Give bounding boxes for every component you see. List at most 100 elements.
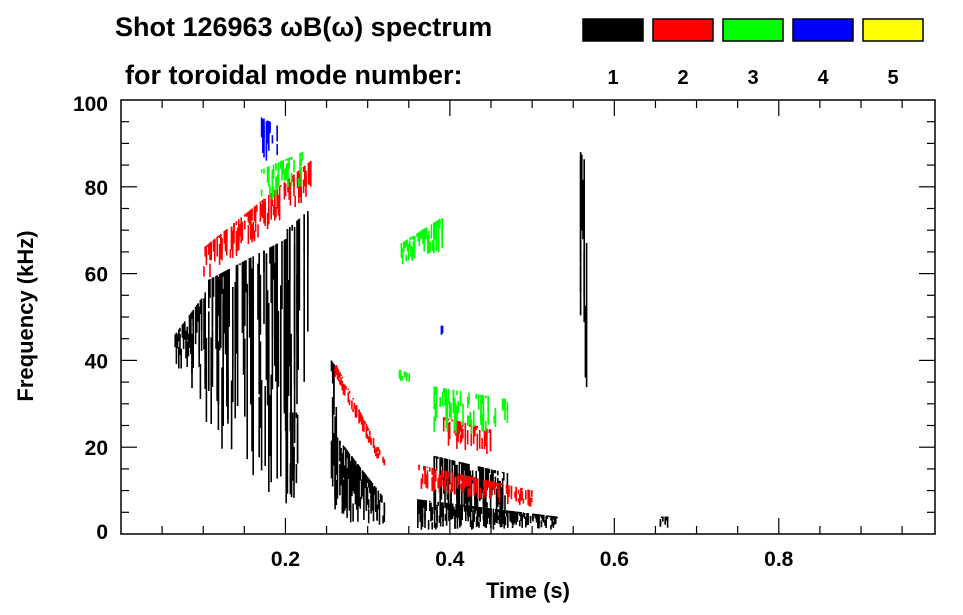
spectral-mark [533, 513, 535, 516]
spectral-mark [468, 392, 470, 405]
spectral-mark [286, 158, 288, 161]
spectral-mark [398, 369, 401, 376]
spectral-mark [405, 240, 407, 247]
spectral-mark [487, 468, 489, 487]
spectral-mark [270, 246, 272, 257]
spectral-mark [204, 246, 206, 257]
spectral-mark [185, 330, 187, 359]
spectral-mark [403, 247, 405, 252]
spectral-mark [203, 298, 205, 350]
spectral-mark [468, 489, 471, 495]
spectral-mark [422, 229, 424, 245]
spectral-mark [439, 218, 441, 224]
spectral-mark [489, 481, 491, 495]
spectral-mark [472, 506, 474, 509]
spectral-mark [424, 512, 426, 528]
spectral-mark [521, 488, 523, 490]
spectral-mark [372, 494, 375, 509]
mode-3-feature [398, 369, 410, 382]
spectral-mark [220, 233, 222, 248]
legend: 1 2 3 4 5 [582, 18, 924, 89]
spectral-mark [259, 274, 262, 335]
spectral-mark [370, 438, 372, 446]
spectral-mark [473, 481, 475, 496]
spectral-mark [235, 221, 238, 225]
spectral-mark [266, 120, 269, 144]
spectral-mark [296, 273, 298, 405]
spectral-mark [210, 243, 212, 261]
spectral-mark [367, 509, 370, 524]
spectral-mark [205, 337, 208, 422]
spectral-mark [205, 249, 208, 265]
spectral-mark [244, 338, 246, 417]
spectral-mark [436, 504, 438, 514]
spectral-mark [335, 436, 338, 451]
spectral-mark [438, 474, 441, 493]
spectral-mark [235, 265, 238, 305]
spectral-mark [437, 456, 439, 459]
spectral-mark [276, 175, 278, 190]
spectral-mark [200, 298, 203, 351]
spectral-mark [196, 310, 198, 333]
spectral-mark [472, 510, 474, 529]
spectral-mark [489, 491, 491, 499]
spectral-mark [197, 303, 199, 317]
spectral-mark [263, 126, 265, 158]
spectral-mark [365, 426, 368, 438]
spectral-mark [297, 219, 299, 370]
spectral-mark [510, 510, 513, 515]
spectral-mark [519, 494, 521, 505]
spectral-mark [447, 418, 450, 421]
spectral-mark [483, 491, 485, 498]
spectral-mark [274, 190, 276, 204]
mode-3-feature [433, 386, 509, 434]
y-tick-label: 100 [73, 93, 108, 116]
spectrogram-marks [174, 117, 669, 530]
spectral-mark [543, 518, 545, 523]
spectral-mark [426, 474, 429, 488]
spectral-mark [254, 205, 257, 215]
spectral-mark [406, 241, 409, 252]
spectral-mark [400, 246, 403, 258]
spectral-mark [471, 470, 474, 484]
spectral-mark [472, 477, 474, 480]
spectral-mark [521, 491, 523, 501]
spectral-mark [419, 231, 422, 233]
spectral-mark [240, 224, 242, 244]
spectral-mark [437, 226, 440, 253]
spectral-mark [475, 479, 478, 492]
spectral-mark [478, 506, 480, 517]
spectral-mark [433, 386, 435, 403]
spectral-mark [184, 321, 186, 340]
spectral-mark [540, 514, 543, 519]
spectral-mark [378, 500, 381, 525]
spectral-mark [208, 243, 210, 255]
spectral-mark [498, 486, 501, 499]
spectral-mark [269, 121, 271, 131]
spectral-mark [506, 407, 509, 424]
spectral-mark [334, 416, 336, 442]
spectral-mark [226, 230, 228, 256]
spectral-mark [467, 396, 469, 408]
spectral-mark [484, 479, 486, 482]
spectral-mark [497, 488, 499, 494]
spectral-mark [264, 386, 266, 466]
spectral-mark [339, 464, 341, 496]
spectral-mark [210, 378, 212, 424]
spectral-mark [275, 163, 277, 171]
spectral-mark [294, 195, 296, 207]
spectral-mark [358, 409, 360, 421]
spectral-mark [462, 403, 464, 426]
spectral-mark [517, 489, 520, 495]
spectral-mark [425, 474, 427, 488]
spectral-mark [434, 489, 437, 511]
spectral-mark [521, 514, 523, 524]
spectral-mark [250, 219, 252, 239]
spectral-mark [367, 436, 370, 443]
mode-2-feature [334, 365, 386, 466]
x-axis-label: Time (s) [486, 578, 570, 603]
x-tick-label: 0.8 [764, 548, 794, 571]
spectral-mark [503, 398, 505, 410]
spectral-mark [541, 514, 544, 519]
spectral-mark [431, 522, 433, 530]
